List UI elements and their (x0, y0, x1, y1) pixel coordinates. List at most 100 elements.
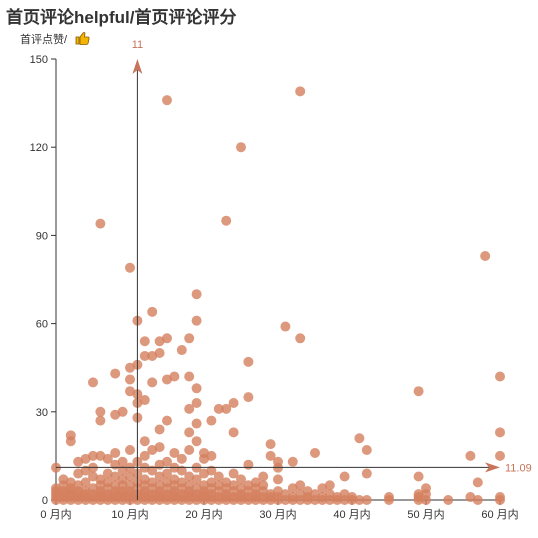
data-point (236, 142, 246, 153)
data-point (265, 450, 276, 461)
data-point (258, 471, 269, 482)
data-point (472, 477, 483, 488)
data-point (443, 495, 454, 505)
data-point (324, 480, 335, 491)
data-point (184, 427, 195, 438)
data-point (95, 218, 106, 229)
data-point (191, 418, 202, 429)
y-mean-arrow (485, 462, 500, 473)
data-point (125, 445, 135, 456)
data-point (117, 406, 128, 417)
data-point (162, 468, 172, 479)
data-point (206, 450, 217, 461)
data-point (361, 495, 372, 505)
y-tick-label: 120 (30, 142, 48, 154)
data-point (206, 465, 217, 476)
data-point (495, 371, 505, 382)
data-point (236, 474, 246, 485)
data-point (162, 415, 172, 426)
data-point (88, 450, 98, 461)
data-point (139, 350, 150, 361)
data-point (273, 474, 283, 485)
data-point (191, 315, 202, 326)
y-tick-label: 150 (30, 54, 48, 66)
data-point (480, 250, 491, 261)
x-tick-label: 0 月内 (40, 507, 71, 521)
y-axis-name: 首评点赞/ (20, 32, 68, 46)
data-point (162, 333, 172, 344)
data-point (295, 86, 306, 97)
data-point (184, 445, 195, 456)
data-point (184, 333, 195, 344)
data-point (413, 489, 424, 500)
data-point (80, 477, 91, 488)
data-point (243, 356, 254, 367)
data-point (191, 289, 202, 300)
thumbs-up-icon (75, 32, 90, 45)
data-point (265, 439, 276, 450)
data-point (354, 495, 365, 505)
x-tick-label: 60 月内 (481, 507, 518, 521)
data-point (221, 403, 232, 414)
reference-lines: 11 11.09 (56, 39, 532, 500)
data-point (176, 465, 187, 476)
data-point (139, 395, 150, 406)
data-point (184, 371, 195, 382)
y-tick-label: 30 (36, 407, 48, 419)
x-mean-label: 11 (132, 39, 143, 51)
data-point (176, 345, 187, 356)
y-tick-label: 90 (36, 230, 48, 242)
data-point (213, 403, 224, 414)
data-point (176, 453, 187, 464)
data-point (295, 480, 306, 491)
data-point (413, 471, 424, 482)
data-point (384, 492, 394, 503)
y-tick-label: 0 (42, 495, 48, 507)
data-point (139, 336, 150, 347)
data-point (154, 442, 165, 453)
data-point (421, 483, 431, 494)
points-layer (51, 86, 505, 505)
data-point (117, 456, 128, 467)
data-point (243, 392, 254, 403)
data-point (162, 95, 172, 106)
data-point (110, 447, 121, 458)
data-point (139, 450, 150, 461)
data-point (110, 368, 121, 379)
data-point (213, 471, 224, 482)
data-point (154, 348, 165, 358)
data-point (413, 386, 424, 397)
data-point (154, 424, 165, 435)
x-tick-label: 30 月内 (259, 507, 296, 521)
data-point (361, 445, 372, 456)
data-point (125, 374, 135, 385)
data-point (354, 433, 365, 444)
data-point (310, 447, 320, 458)
data-point (191, 436, 202, 447)
data-point (472, 495, 483, 505)
data-point (125, 262, 135, 273)
x-tick-label: 40 月内 (333, 507, 370, 521)
data-point (228, 397, 239, 408)
data-point (221, 215, 232, 226)
data-point (228, 427, 239, 438)
data-point (361, 468, 372, 479)
data-point (147, 306, 158, 317)
data-point (339, 471, 350, 482)
y-axis-header: 首评点赞/ (20, 32, 90, 46)
data-point (147, 465, 158, 476)
data-point (228, 468, 239, 479)
data-point (191, 474, 202, 485)
y-mean-label: 11.09 (505, 462, 532, 474)
data-point (206, 415, 217, 426)
data-point (110, 480, 121, 491)
data-point (65, 430, 76, 441)
data-point (191, 397, 202, 408)
chart-title: 首页评论helpful/首页评论评分 (6, 8, 237, 27)
data-point (273, 456, 283, 467)
data-point (495, 427, 505, 438)
data-point (95, 415, 106, 426)
data-point (102, 453, 113, 464)
data-point (169, 447, 180, 458)
